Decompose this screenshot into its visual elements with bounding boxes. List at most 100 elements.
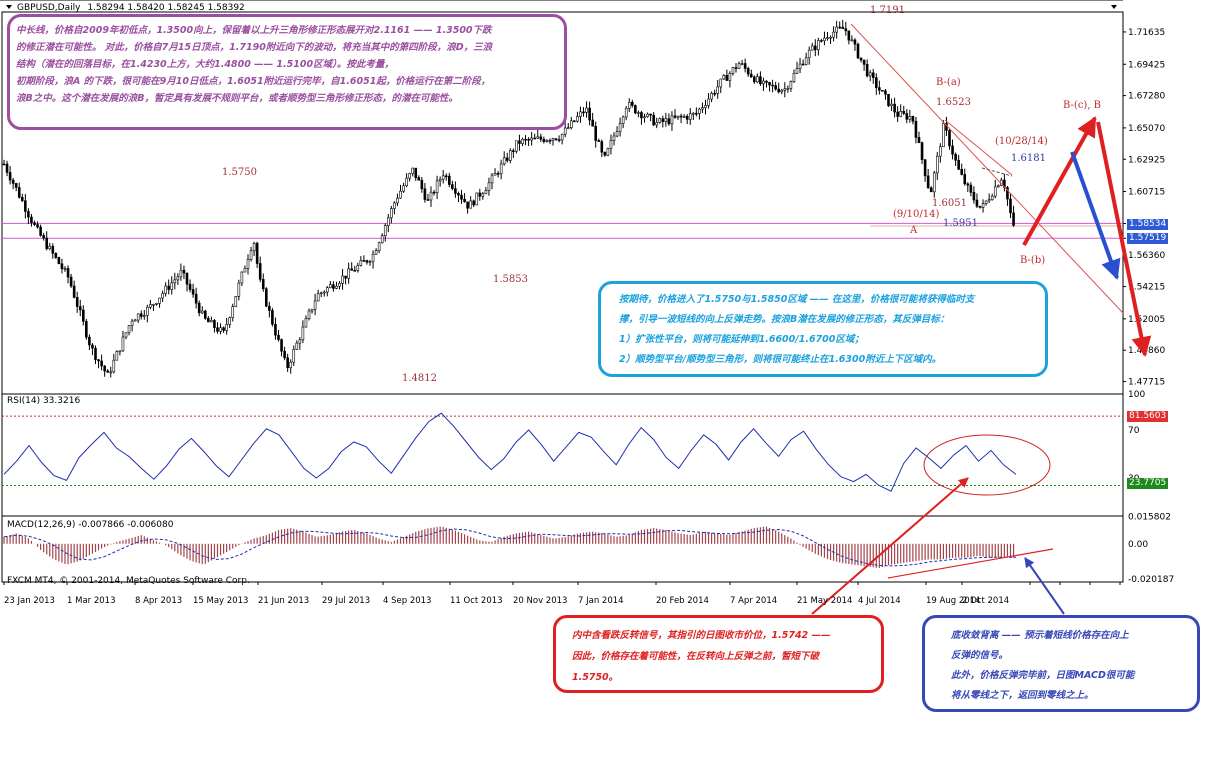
candle-body	[33, 222, 36, 225]
candle-body	[749, 73, 753, 78]
candle-body	[911, 116, 915, 122]
price-axis-label: 1.56360	[1128, 251, 1165, 261]
candle-body	[386, 217, 390, 226]
candle-body	[173, 279, 177, 284]
time-axis-label: 20 Nov 2013	[513, 596, 567, 606]
candle-body	[27, 211, 30, 218]
candle-body	[847, 30, 851, 41]
note-line: 结构（潜在的回落目标，在1.4230上方，大约1.4800 —— 1.5100区…	[16, 59, 394, 70]
candle-body	[679, 115, 683, 118]
candle-body	[963, 174, 967, 185]
candle-body	[704, 105, 707, 108]
candle-body	[426, 199, 430, 201]
candle-body	[466, 201, 469, 209]
candle-body	[329, 284, 332, 288]
candle-body	[8, 172, 12, 181]
candle-body	[240, 271, 244, 284]
time-axis-label: 29 Jul 2013	[322, 596, 370, 606]
candle-body	[765, 80, 768, 83]
note-line: 初期阶段，浪A 的下跌，很可能在9月10日低点，1.6051附近运行完毕，自1.…	[16, 76, 491, 87]
trend-line	[981, 167, 1013, 177]
candle-body	[88, 336, 91, 346]
candle-body	[804, 57, 808, 65]
note-line: 将从零线之下，返回到零线之上。	[951, 690, 1094, 701]
time-axis-label: 21 Jun 2013	[258, 596, 309, 606]
candle-body	[600, 141, 604, 153]
candle-body	[878, 87, 881, 91]
candle-body	[850, 39, 854, 42]
candle-body	[371, 253, 375, 262]
candle-body	[966, 183, 970, 186]
price-axis-label: 1.52005	[1128, 315, 1165, 325]
price-axis-label: 1.47715	[1128, 378, 1165, 388]
time-axis-label: 21 May 2014	[797, 596, 852, 606]
candle-body	[838, 26, 842, 29]
candle-body	[640, 112, 643, 119]
candle-body	[774, 85, 777, 90]
candle-body	[871, 72, 875, 78]
candle-body	[423, 188, 427, 200]
candle-body	[817, 40, 820, 51]
copyright-text: FXCM MT4, © 2001-2014, MetaQuotes Softwa…	[7, 576, 250, 586]
candle-body	[728, 73, 732, 81]
candle-body	[457, 193, 460, 196]
candle-body	[896, 111, 899, 117]
candle-body	[740, 63, 744, 65]
time-axis-label: 7 Jan 2014	[578, 596, 624, 606]
candle-body	[82, 309, 85, 322]
candle-body	[533, 137, 537, 140]
candle-body	[463, 198, 466, 203]
candle-body	[225, 324, 228, 331]
candle-body	[771, 84, 774, 87]
candle-body	[884, 90, 887, 95]
candle-body	[484, 190, 488, 195]
candle-body	[277, 334, 280, 340]
candle-body	[152, 303, 155, 306]
price-axis-label: 1.69425	[1128, 60, 1165, 70]
candle-body	[402, 185, 405, 192]
candle-body	[512, 150, 515, 153]
candle-body	[20, 197, 24, 202]
candle-body	[197, 302, 201, 314]
rsi-axis-label: 100	[1128, 390, 1145, 400]
candle-body	[124, 332, 128, 338]
candle-body	[414, 167, 418, 178]
price-axis-label: 1.60715	[1128, 188, 1165, 198]
candle-body	[164, 285, 167, 294]
candle-body	[405, 177, 408, 187]
candle-body	[780, 89, 784, 93]
candle-body	[807, 49, 811, 59]
candle-body	[136, 313, 140, 321]
candle-body	[685, 115, 689, 120]
candle-body	[573, 120, 576, 123]
candle-body	[664, 118, 668, 122]
candle-body	[920, 142, 924, 160]
candle-body	[942, 123, 945, 148]
candle-body	[932, 172, 936, 193]
candle-body	[274, 323, 277, 336]
candle-body	[649, 113, 652, 116]
candle-body	[344, 275, 347, 279]
candle-body	[179, 269, 183, 278]
candle-body	[207, 318, 210, 323]
candle-body	[228, 317, 231, 325]
candle-body	[17, 187, 21, 198]
candle-body	[194, 293, 198, 304]
candle-body	[97, 359, 100, 362]
trend-line	[944, 119, 1013, 176]
plot-frame	[1, 11, 1124, 583]
candle-body	[112, 359, 116, 373]
candle-body	[515, 140, 518, 152]
label-1-4812: 1.4812	[402, 373, 437, 384]
candle-body	[905, 113, 909, 120]
callout-arrow-navy	[1024, 557, 1065, 615]
note-line: 1.5750。	[572, 672, 619, 683]
price-tag-lower: 1.57519	[1127, 233, 1169, 244]
candle-body	[167, 285, 170, 290]
projection-arrow-down	[1096, 121, 1152, 357]
candle-body	[996, 185, 1000, 188]
candle-body	[353, 270, 357, 272]
time-axis-label: 4 Jul 2014	[858, 596, 901, 606]
candle-body	[478, 192, 482, 197]
